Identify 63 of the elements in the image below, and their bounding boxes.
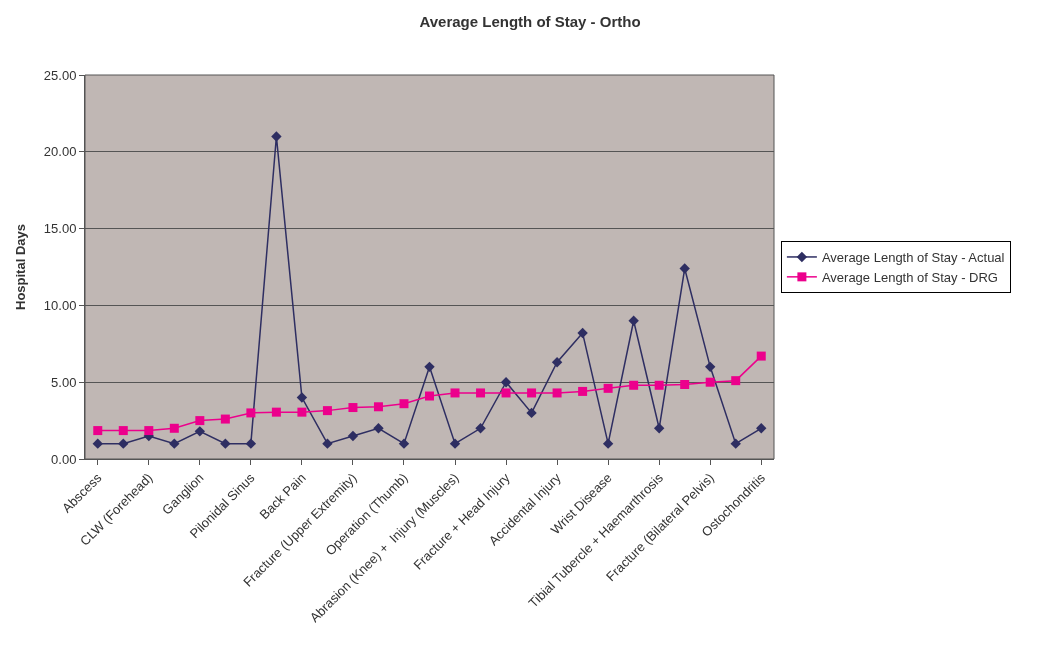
legend-label: Average Length of Stay - Actual xyxy=(821,250,1005,266)
point xyxy=(654,380,664,390)
point xyxy=(501,388,511,398)
point xyxy=(144,426,154,436)
point xyxy=(348,403,358,413)
point xyxy=(551,357,563,368)
y-tick-label: 0.00 xyxy=(51,451,77,467)
point xyxy=(118,438,129,449)
point xyxy=(628,315,639,326)
y-tick-label: 5.00 xyxy=(51,374,77,390)
point xyxy=(629,380,639,390)
y-axis-title: Hospital Days xyxy=(12,224,28,310)
point xyxy=(220,414,230,424)
point xyxy=(373,423,384,434)
point xyxy=(602,438,614,449)
y-tick-label: 15.00 xyxy=(43,221,77,237)
chart-title: Average Length of Stay - Ortho xyxy=(419,13,641,31)
point xyxy=(526,407,537,419)
point xyxy=(322,438,333,449)
point xyxy=(398,438,410,449)
legend-label: Average Length of Stay - DRG xyxy=(821,269,998,285)
point xyxy=(449,438,461,449)
point xyxy=(92,438,103,449)
point xyxy=(603,383,613,393)
point xyxy=(297,407,307,417)
point xyxy=(730,438,741,449)
point xyxy=(756,423,767,434)
point xyxy=(169,438,180,449)
point xyxy=(476,388,486,398)
y-tick-label: 20.00 xyxy=(43,144,77,160)
point xyxy=(552,388,562,398)
point xyxy=(322,406,332,416)
point xyxy=(680,380,690,389)
point xyxy=(705,377,715,387)
point xyxy=(220,438,231,449)
point xyxy=(118,426,128,436)
point xyxy=(731,376,741,386)
point xyxy=(195,416,205,426)
point xyxy=(500,377,512,388)
point xyxy=(347,430,359,442)
point xyxy=(399,399,409,409)
point xyxy=(679,263,690,274)
point xyxy=(425,391,434,401)
point xyxy=(296,392,308,403)
point xyxy=(475,423,486,434)
point xyxy=(653,423,665,434)
y-tick-label: 25.00 xyxy=(43,67,77,83)
point xyxy=(93,426,103,436)
point xyxy=(271,131,282,142)
point xyxy=(450,388,460,398)
point xyxy=(424,361,435,373)
point xyxy=(169,423,179,433)
point xyxy=(577,327,588,339)
point xyxy=(578,386,588,396)
y-tick-label: 10.00 xyxy=(43,297,77,313)
point xyxy=(705,361,716,373)
point xyxy=(245,438,257,449)
point xyxy=(527,388,537,398)
point xyxy=(246,408,256,418)
point xyxy=(194,426,206,437)
point xyxy=(756,351,766,361)
point xyxy=(373,402,383,412)
point xyxy=(271,407,281,417)
